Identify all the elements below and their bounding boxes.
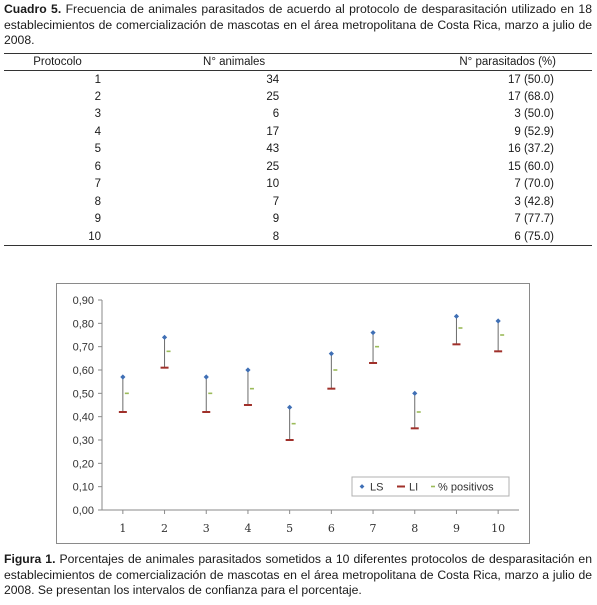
ls-marker [453, 313, 460, 319]
x-tick-label: 2 [161, 522, 168, 535]
cell-protocolo: 4 [94, 125, 102, 138]
x-tick-label: 8 [411, 522, 418, 535]
confidence-interval-chart: 0,00 0,10 0,20 0,30 0,40 0,50 0,60 0,70 0,80 0,90… [73, 295, 519, 535]
cell-parasitados: 6 (75.0) [357, 228, 592, 246]
chart-frame: 0,00 0,10 0,20 0,30 0,40 0,50 0,60 0,70 0,80 0,90… [56, 283, 530, 544]
y-tick-label: 0,90 [73, 295, 94, 307]
cell-parasitados: 15 (60.0) [507, 160, 554, 173]
cell-animales: 7 [272, 195, 280, 208]
cell-parasitados: 3 (42.8) [514, 195, 554, 208]
cell-animales: 25 [266, 160, 280, 173]
y-tick-label: 0,10 [73, 482, 94, 494]
cell-parasitados: 7 (70.0) [514, 178, 554, 191]
x-tick-label: 7 [370, 522, 377, 535]
y-tick-label: 0,50 [73, 388, 94, 400]
cell-protocolo: 9 [94, 213, 102, 226]
y-tick-label: 0,80 [73, 318, 94, 330]
ls-marker [161, 334, 168, 340]
table-row: 6 25 15 (60.0) [4, 158, 592, 176]
cell-parasitados: 17 (50.0) [507, 73, 554, 86]
cell-parasitados: 3 (50.0) [514, 108, 554, 121]
x-tick-label: 1 [119, 522, 126, 535]
table-header-row: Protocolo N° animales N° parasitados (%) [4, 53, 592, 71]
cell-animales: 34 [266, 73, 280, 86]
cell-animales: 43 [266, 143, 280, 156]
ls-marker [328, 351, 334, 357]
x-tick-label: 10 [491, 522, 505, 535]
ls-marker [412, 390, 418, 396]
cell-animales: 8 [111, 228, 358, 246]
ls-marker [245, 367, 251, 373]
table-caption: Cuadro 5. Frecuencia de animales parasit… [4, 2, 592, 49]
header-animales: N° animales [111, 53, 358, 71]
table-row: 5 43 16 (37.2) [4, 141, 592, 159]
cell-protocolo: 3 [94, 108, 102, 121]
cell-animales: 6 [272, 108, 280, 121]
cell-parasitados: 17 (68.0) [507, 90, 554, 103]
cell-protocolo: 2 [94, 90, 102, 103]
cell-parasitados: 9 (52.9) [514, 125, 554, 138]
legend-ls-label: LS [370, 482, 383, 494]
x-tick-label: 4 [244, 522, 251, 535]
cell-protocolo: 8 [94, 195, 102, 208]
ls-marker [203, 374, 209, 380]
y-tick-label: 0,60 [73, 365, 94, 377]
legend-box [351, 476, 510, 497]
legend-positivos-label: % positivos [438, 482, 494, 494]
figure-caption-text: Porcentajes de animales parasitados some… [4, 552, 592, 597]
table-row: 8 7 3 (42.8) [4, 193, 592, 211]
y-tick-label: 0,20 [73, 458, 94, 470]
table-row: 3 6 3 (50.0) [4, 106, 592, 124]
table-caption-label: Cuadro 5. [4, 2, 62, 16]
figure-caption: Figura 1. Porcentajes de animales parasi… [4, 552, 592, 599]
table-row: 4 17 9 (52.9) [4, 123, 592, 141]
cell-parasitados: 7 (77.7) [514, 213, 554, 226]
table-caption-text: Frecuencia de animales parasitados de ac… [4, 2, 592, 47]
cell-protocolo: 10 [4, 228, 112, 246]
y-tick-label: 0,70 [73, 342, 94, 354]
table-row: 1 34 17 (50.0) [4, 71, 592, 89]
data-table: Protocolo N° animales N° parasitados (%)… [4, 53, 592, 246]
y-tick-label: 0,40 [73, 412, 94, 424]
cell-animales: 17 [266, 125, 280, 138]
figure-caption-label: Figura 1. [4, 552, 56, 566]
cell-protocolo: 7 [94, 178, 102, 191]
table-row: 9 9 7 (77.7) [4, 211, 592, 229]
header-protocolo: Protocolo [4, 53, 112, 71]
ls-marker [287, 404, 293, 410]
cell-protocolo: 1 [94, 73, 102, 86]
legend-ls-marker [359, 484, 365, 489]
table-row: 10 8 6 (75.0) [4, 228, 592, 246]
x-tick-label: 9 [453, 522, 460, 535]
legend-li-label: LI [409, 482, 418, 494]
y-tick-label: 0,30 [73, 435, 94, 447]
cell-parasitados: 16 (37.2) [507, 143, 554, 156]
table-row: 2 25 17 (68.0) [4, 88, 592, 106]
ls-marker [370, 330, 376, 336]
table-row: 7 10 7 (70.0) [4, 176, 592, 194]
cell-protocolo: 5 [94, 143, 102, 156]
x-tick-label: 3 [203, 522, 210, 535]
x-tick-label: 6 [328, 522, 335, 535]
x-tick-label: 5 [286, 522, 293, 535]
y-tick-label: 0,00 [73, 505, 94, 517]
cell-animales: 9 [272, 213, 280, 226]
cell-animales: 10 [266, 178, 280, 191]
cell-animales: 25 [266, 90, 280, 103]
header-parasitados: N° parasitados (%) [357, 53, 592, 71]
ls-marker [495, 318, 501, 324]
ls-marker [120, 374, 126, 380]
cell-protocolo: 6 [94, 160, 102, 173]
